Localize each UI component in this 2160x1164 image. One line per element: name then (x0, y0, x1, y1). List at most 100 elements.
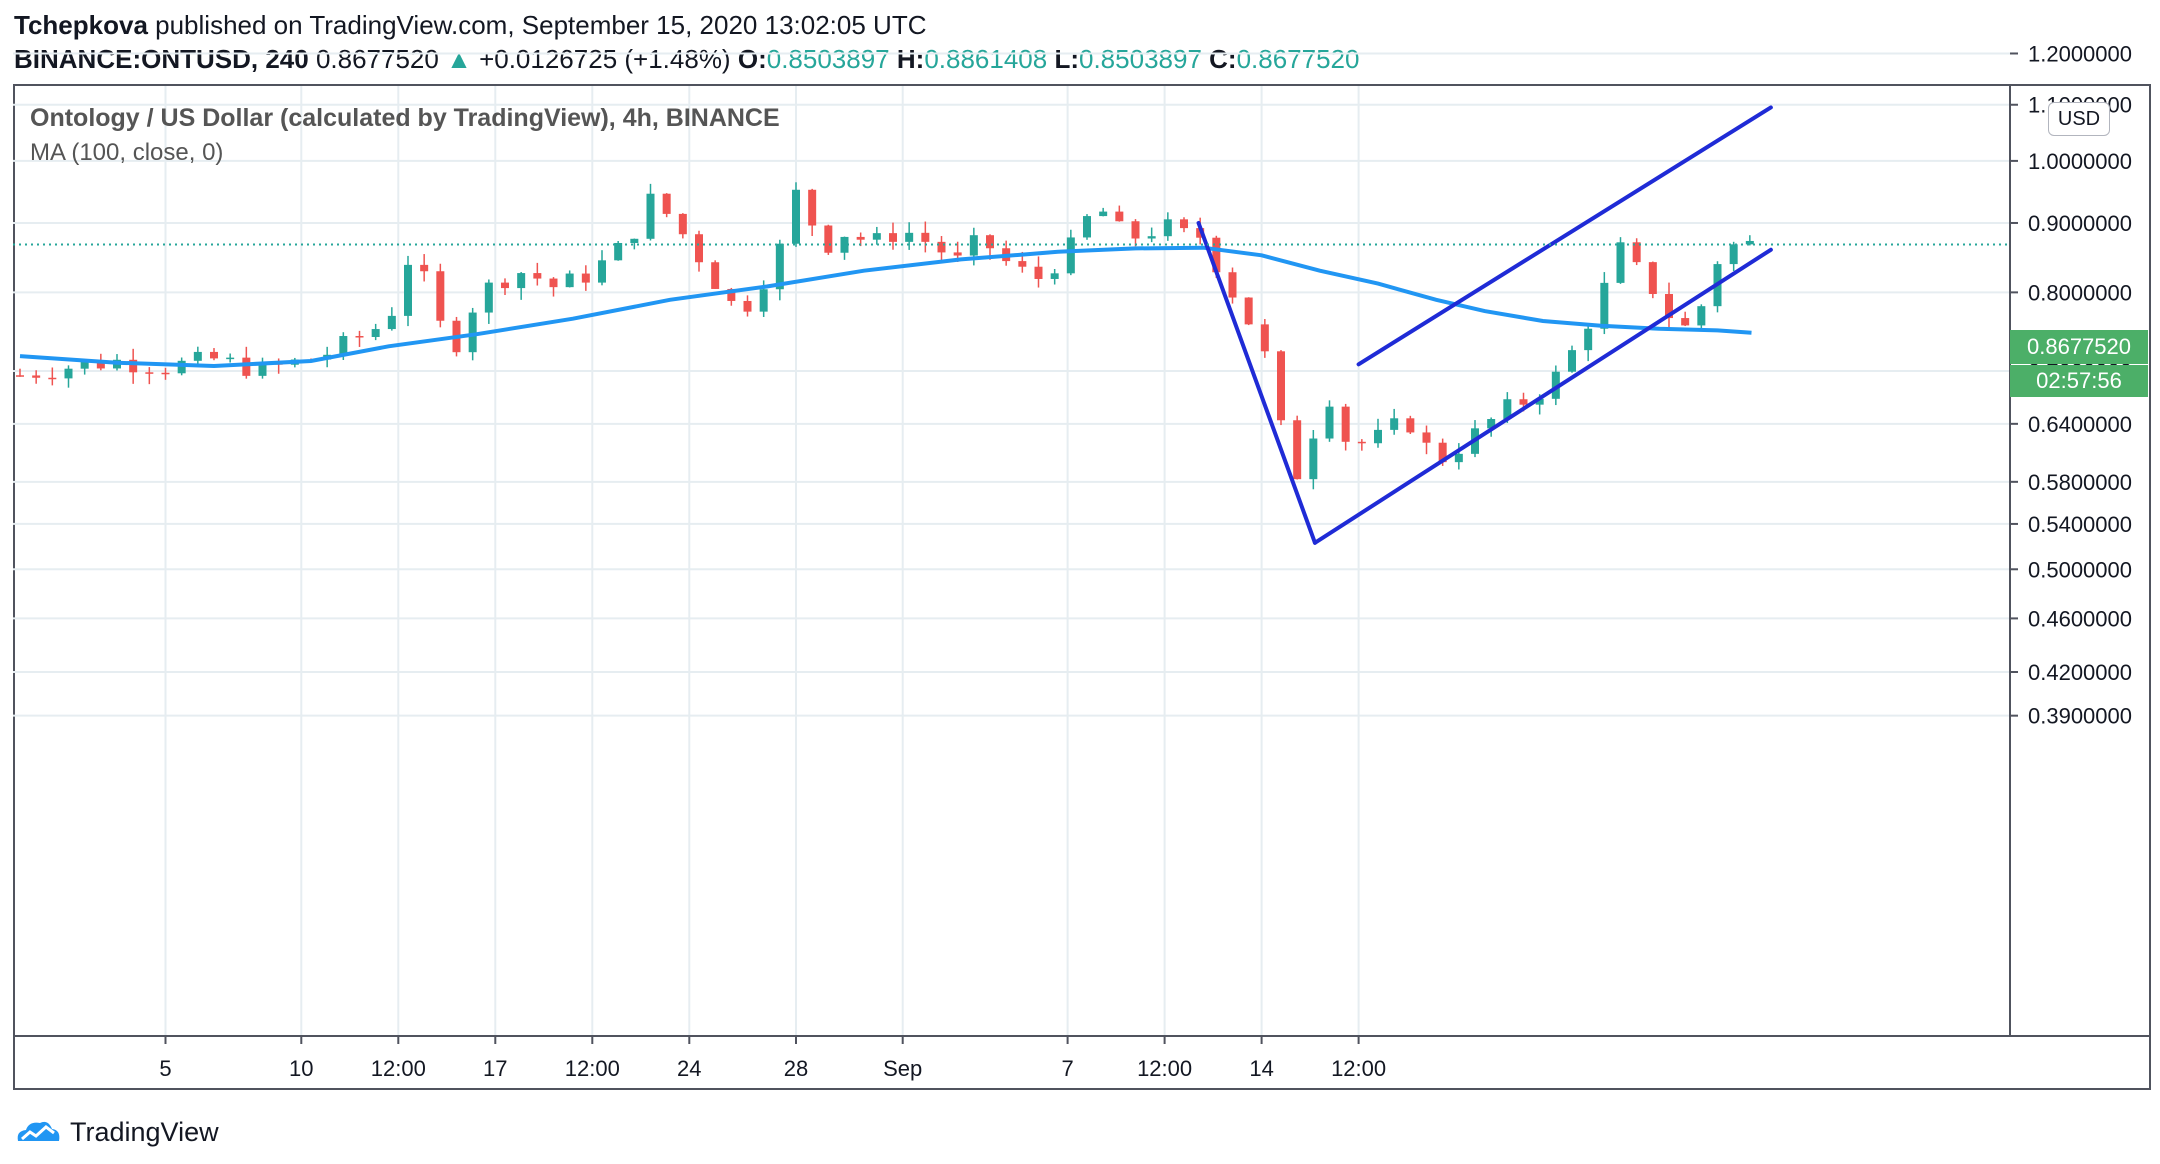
chart-frame[interactable] (13, 84, 2151, 1090)
footer[interactable]: TradingView (14, 1112, 219, 1152)
price-tick-label: 0.4600000 (2028, 606, 2132, 631)
candle (1745, 235, 1754, 246)
candle (1406, 415, 1415, 435)
candle (193, 346, 202, 364)
time-tick-label: 28 (784, 1056, 808, 1081)
candle (226, 353, 235, 363)
candle (1665, 282, 1673, 328)
candle (840, 236, 849, 260)
trendline-2[interactable] (1356, 105, 1773, 367)
candle (1551, 365, 1560, 406)
ohlc-header: BINANCE:ONTUSD, 240 0.8677520 ▲ +0.01267… (14, 42, 1359, 76)
symbol-label: BINANCE:ONTUSD, 240 (14, 44, 309, 74)
candle (1632, 238, 1641, 266)
candle (210, 348, 218, 361)
author-name: Tchepkova (14, 10, 148, 40)
chart-title: Ontology / US Dollar (calculated by Trad… (30, 104, 780, 132)
candle (1309, 429, 1318, 490)
trendline-1[interactable] (1312, 247, 1773, 545)
candle (1729, 241, 1738, 272)
candle (1277, 350, 1285, 426)
candle (371, 323, 380, 341)
candle (921, 221, 930, 253)
candle (1099, 207, 1108, 217)
time-tick-label: 24 (677, 1056, 701, 1081)
low-value: 0.8503897 (1079, 44, 1202, 74)
candle (1163, 212, 1172, 241)
candle (565, 270, 574, 288)
low-label: L: (1054, 44, 1079, 74)
candle (1115, 205, 1124, 222)
time-tick-label: 12:00 (371, 1056, 426, 1081)
candle (1325, 400, 1334, 442)
candle (1260, 319, 1269, 358)
candle (872, 226, 881, 245)
candle (549, 277, 558, 297)
close-label: C: (1209, 44, 1237, 74)
candle (1681, 311, 1690, 327)
open-label: O: (737, 44, 767, 74)
candle (501, 278, 509, 296)
candle (662, 193, 671, 218)
candle (1083, 214, 1091, 240)
high-value: 0.8861408 (924, 44, 1048, 74)
time-tick-label: 12:00 (1137, 1056, 1192, 1081)
candle (1034, 256, 1043, 288)
candle (598, 250, 606, 286)
publish-info: published on TradingView.com, September … (155, 10, 927, 40)
ma-100-line (19, 245, 1752, 369)
candle (161, 367, 170, 380)
high-label: H: (896, 44, 925, 74)
price-tick-label: 0.4200000 (2028, 660, 2132, 685)
publish-header: Tchepkova published on TradingView.com, … (14, 8, 926, 42)
time-scale[interactable]: 5 10 12:00 17 12:00 24 28 Sep 7 12:00 14 12:00 (159, 1036, 1386, 1081)
time-tick-label: 10 (289, 1056, 313, 1081)
trendline-0[interactable] (1196, 220, 1317, 545)
candle (484, 279, 493, 324)
candle (436, 263, 445, 328)
candle (1487, 417, 1496, 437)
price-tick-label: 0.3900000 (2028, 704, 2132, 729)
price-tick-label: 0.6400000 (2028, 412, 2132, 437)
candle (517, 272, 526, 300)
price-tick-label: 0.5000000 (2028, 557, 2132, 582)
time-tick-label: 12:00 (565, 1056, 620, 1081)
candle (937, 236, 946, 261)
candle (64, 365, 73, 388)
bar-countdown: 02:57:56 (2010, 365, 2148, 397)
indicator-legend[interactable]: MA (100, close, 0) (30, 139, 224, 166)
candle (1584, 324, 1593, 362)
candle (1050, 268, 1059, 285)
candle (808, 188, 817, 236)
trendlines[interactable] (1196, 105, 1773, 545)
candle (16, 368, 24, 377)
price-tick-label: 0.8000000 (2028, 280, 2132, 305)
candle (355, 330, 364, 347)
candle (1390, 408, 1399, 435)
candle (258, 357, 267, 379)
candle (646, 183, 655, 241)
candle (889, 222, 897, 250)
candle (1454, 443, 1463, 470)
candle (678, 213, 687, 239)
candle (420, 254, 429, 282)
candle (1568, 345, 1576, 373)
candle (1600, 272, 1609, 335)
candle (1616, 237, 1625, 284)
time-tick-label: Sep (883, 1056, 922, 1081)
candle (145, 367, 154, 385)
candle (1131, 219, 1140, 247)
price-tick-label: 1.2000000 (2028, 41, 2132, 66)
candle (792, 182, 800, 247)
currency-button[interactable]: USD (2048, 102, 2110, 136)
up-arrow-icon: ▲ (446, 44, 472, 74)
time-tick-label: 12:00 (1331, 1056, 1386, 1081)
price-tick-label: 1.0000000 (2028, 149, 2132, 174)
close-value: 0.8677520 (1236, 44, 1360, 74)
candle (32, 370, 41, 384)
chart-grid (13, 52, 2010, 1036)
candlestick-series (16, 182, 1754, 490)
candle (1422, 425, 1431, 455)
candle (1293, 415, 1302, 480)
